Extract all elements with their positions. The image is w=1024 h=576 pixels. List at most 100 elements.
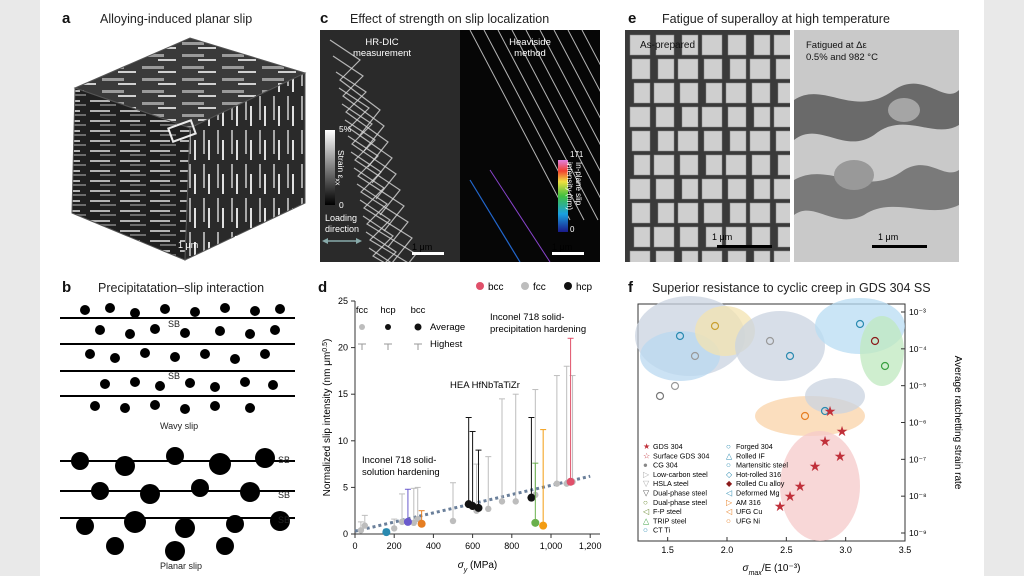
- y-tick-label: 10⁻⁴: [909, 344, 927, 354]
- legend-label: Dual-phase steel: [653, 489, 707, 498]
- svg-text:solution hardening: solution hardening: [362, 467, 440, 478]
- data-point: [553, 480, 561, 487]
- legend-label: Low-carbon steel: [653, 470, 708, 479]
- legend-marker: ◁: [643, 507, 650, 516]
- panel-a-label: a: [62, 10, 71, 27]
- data-marker: [880, 361, 890, 371]
- sb-label-3: SB: [278, 455, 291, 465]
- slip-min: 0: [570, 225, 575, 234]
- x-tick-label: 1.5: [661, 545, 674, 555]
- legend-label: bcc: [488, 282, 504, 293]
- gds-star: ★: [836, 423, 849, 439]
- legend-label: Forged 304: [736, 442, 773, 451]
- panel-c-title: Effect of strength on slip localization: [350, 12, 550, 26]
- legend-label: fcc: [533, 282, 546, 293]
- precipitation-diagram: [60, 303, 295, 561]
- legend-label: hcp: [576, 282, 593, 293]
- legend-marker: ★: [643, 442, 650, 451]
- panel-c-label: c: [320, 10, 329, 27]
- data-cloud: [860, 316, 904, 386]
- legend-label: Rolled Cu alloy: [736, 479, 785, 488]
- legend-marker: ◆: [726, 479, 733, 488]
- right-margin: [984, 0, 1024, 576]
- panel-e-title: Fatigue of superalloy at high temperatur…: [662, 12, 890, 26]
- x-axis-label: σy (MPa): [458, 560, 498, 574]
- legend-label: CT Ti: [653, 526, 670, 535]
- y-tick-label: 10: [338, 436, 348, 446]
- legend-label: Deformed Mg: [736, 489, 780, 498]
- data-marker: [710, 321, 720, 331]
- panel-f-title: Superior resistance to cyclic creep in G…: [652, 281, 931, 295]
- annotation-hea: HEA HfNbTaTiZr: [450, 380, 520, 391]
- legend-marker: ○: [726, 461, 731, 470]
- y-tick-label: 10⁻⁷: [909, 454, 926, 464]
- data-marker: [785, 351, 795, 361]
- data-marker: [690, 351, 700, 361]
- strain-max: 5%: [339, 124, 352, 134]
- annotation-solution: Inconel 718 solid-: [362, 455, 436, 466]
- x-tick-label: 400: [426, 541, 441, 551]
- legend-label: F-P steel: [653, 507, 682, 516]
- data-marker: [675, 331, 685, 341]
- y-tick-label: 15: [338, 389, 348, 399]
- data-point: [357, 527, 365, 534]
- data-point: [531, 518, 540, 527]
- legend-marker: △: [726, 451, 733, 460]
- x-tick-label: 3.0: [839, 545, 852, 555]
- legend-label: TRIP steel: [653, 516, 687, 525]
- annotation-precip: Inconel 718 solid-: [490, 312, 564, 323]
- legend-label: Dual-phase steel: [653, 498, 707, 507]
- panel-d-label: d: [318, 279, 328, 296]
- loading-direction-label: Loading direction: [325, 213, 360, 234]
- slip-colorbar: [558, 160, 568, 232]
- fatigued-micrograph: [794, 30, 959, 262]
- data-point: [527, 493, 536, 502]
- sb-label-5: SB: [278, 515, 291, 525]
- data-point: [566, 477, 575, 486]
- data-point: [485, 505, 492, 513]
- data-point: [449, 517, 457, 525]
- slip-intensity-chart: 0 5 10 15 20 25 0 200 400 600 800 1,000 1,200 bcc fcc h…: [322, 282, 601, 574]
- data-cloud: [735, 311, 825, 381]
- legend-marker: ☆: [643, 451, 650, 460]
- x-tick-label: 3.5: [899, 545, 912, 555]
- legend-label: AM 316: [736, 498, 761, 507]
- sb-label-1: SB: [168, 319, 181, 329]
- legend-marker: ○: [726, 516, 731, 525]
- y-tick-label: 0: [343, 529, 348, 539]
- panel-a-scalebar: 1 μm: [178, 240, 199, 250]
- panel-c-scalebar-right: 1 μm: [552, 242, 573, 252]
- legend-marker: ○: [726, 442, 731, 451]
- planar-slip-label: Planar slip: [160, 561, 203, 571]
- y-tick-label: 10⁻⁸: [909, 491, 927, 501]
- gds-star: ★: [809, 458, 822, 474]
- y-tick-label: 10⁻⁶: [909, 418, 926, 428]
- gds-star: ★: [784, 488, 797, 504]
- legend-marker: ▷: [643, 470, 650, 479]
- data-marker: [655, 391, 665, 401]
- data-point: [498, 498, 506, 505]
- legend-marker: ◁: [726, 507, 733, 516]
- x-tick-label: 2.0: [721, 545, 734, 555]
- microstructure-cube: [71, 37, 307, 261]
- slip-max: 171: [570, 150, 584, 159]
- fatigued-label: Fatigued at Δε 0.5% and 982 °C: [806, 40, 878, 63]
- data-marker: [870, 336, 880, 346]
- gds-star: ★: [794, 478, 807, 494]
- as-prepared-label: As-prepared: [640, 40, 696, 51]
- x-tick-label: 600: [465, 541, 480, 551]
- data-marker: [800, 411, 810, 421]
- data-point: [474, 503, 483, 512]
- panel-a-title: Alloying-induced planar slip: [100, 12, 253, 26]
- data-point: [512, 498, 519, 505]
- data-point: [361, 522, 368, 529]
- highest-label: Highest: [430, 339, 463, 350]
- y-axis-label: Normalized slip intensity (nm μm0.5): [322, 339, 334, 497]
- x-tick-label: 2.5: [780, 545, 793, 555]
- legend-label: UFG Ni: [736, 516, 760, 525]
- gds-star: ★: [824, 403, 837, 419]
- legend-label: Martensitic steel: [736, 461, 788, 470]
- data-point: [417, 519, 426, 528]
- strain-colorbar: [325, 130, 335, 205]
- gds-star: ★: [834, 448, 847, 464]
